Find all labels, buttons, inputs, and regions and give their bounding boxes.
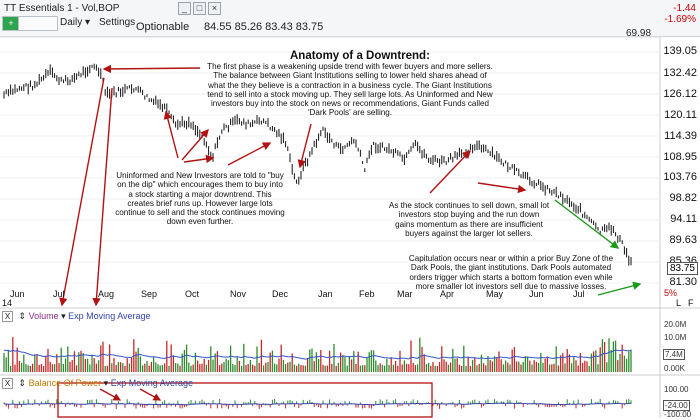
dropdown-icon[interactable]: ▾ <box>61 311 66 321</box>
month-label: Sep <box>141 289 158 299</box>
month-label: Dec <box>272 289 289 299</box>
dropdown-icon[interactable]: ▾ <box>103 378 109 388</box>
price-tick: 94.11 <box>670 213 697 225</box>
last-price: 69.98 <box>626 28 652 39</box>
volume-tick: 20.0M <box>664 320 687 329</box>
close-volume-icon[interactable]: X <box>2 311 13 322</box>
month-label: Feb <box>359 289 375 299</box>
annotation-continue: As the stock continues to sell down, sma… <box>388 201 550 238</box>
bop-ema-title[interactable]: Exp Moving Average <box>110 378 194 388</box>
volume-current-box: 7.4M <box>663 349 685 360</box>
drag-handle-icon[interactable]: ⇕ <box>18 311 27 321</box>
month-label: Jan <box>318 289 333 299</box>
window-title: TT Essentials 1 - Vol,BOP <box>4 3 120 14</box>
month-label: Jul <box>53 289 65 299</box>
current-price-box: 83.75 <box>666 262 698 275</box>
month-label: Jun <box>529 289 544 299</box>
annotation-arrows <box>59 64 527 307</box>
settings-button[interactable]: Settings <box>99 17 136 28</box>
bop-tick: -100.00 <box>664 410 692 419</box>
close-bop-icon[interactable]: X <box>2 378 13 389</box>
annotation-capitulation: Capitulation occurs near or within a pri… <box>408 254 614 291</box>
bop-ema-line <box>3 402 632 406</box>
price-tick: 126.12 <box>663 88 697 100</box>
volume-tick: 10.0M <box>664 333 687 342</box>
change-value: -1.44 <box>673 3 696 14</box>
volume-panel-header: X ⇕ Volume ▾ Exp Moving Average <box>0 311 300 323</box>
volume-title[interactable]: Volume <box>28 311 59 321</box>
quote-values: 84.55 85.26 83.43 83.75 <box>204 21 324 33</box>
drag-handle-icon[interactable]: ⇕ <box>18 378 27 388</box>
period-select[interactable]: Daily ▾ <box>60 17 91 28</box>
change-pct: -1.69% <box>664 14 696 25</box>
price-tick: 103.76 <box>663 171 697 183</box>
month-label: Oct <box>185 289 200 299</box>
ticker-label: Optionable <box>136 21 190 33</box>
volume-bars <box>3 337 632 372</box>
maximize-icon[interactable]: □ <box>193 2 206 15</box>
volume-ema-line <box>3 349 632 360</box>
bop-highlight-box <box>57 382 433 418</box>
bop-tick: 100.00 <box>664 385 689 394</box>
chart-title: Anatomy of a Downtrend: <box>290 50 430 62</box>
price-tick: 108.95 <box>663 151 697 163</box>
price-tick: 120.11 <box>664 109 697 121</box>
year-label: 14 <box>2 298 13 308</box>
price-tick: 81.30 <box>669 276 697 288</box>
capitulation-arrows <box>554 199 642 296</box>
annotation-phase1: The first phase is a weakening upside tr… <box>207 62 493 118</box>
month-label: Jun <box>10 289 25 299</box>
toolbar: TT Essentials 1 - Vol,BOP _ □ × + Daily … <box>0 0 700 39</box>
month-label: May <box>486 289 504 299</box>
symbol-input[interactable] <box>18 16 58 31</box>
month-label: Jul <box>573 289 585 299</box>
zoom-label: 5% <box>664 288 678 298</box>
zoom-f-button[interactable]: F <box>688 298 694 308</box>
price-tick: 139.05 <box>663 45 697 57</box>
volume-ema-title[interactable]: Exp Moving Average <box>68 311 151 321</box>
month-label: Aug <box>98 289 115 299</box>
quote-change: -1.44 -1.69% <box>644 3 696 25</box>
annotation-dip: Uninformed and New Investors are told to… <box>115 171 285 227</box>
price-tick: 98.82 <box>669 192 697 204</box>
price-tick: 89.63 <box>669 234 697 246</box>
price-tick: 114.39 <box>664 130 697 142</box>
price-tick: 132.42 <box>663 67 697 79</box>
volume-tick: 0.00K <box>664 364 685 373</box>
bop-title[interactable]: Balance Of Power <box>28 378 102 388</box>
bop-current-box: -24.00 <box>663 400 690 411</box>
add-icon[interactable]: + <box>2 16 20 31</box>
minimize-icon[interactable]: _ <box>178 2 191 15</box>
month-label: Apr <box>440 289 455 299</box>
zoom-l-button[interactable]: L <box>676 298 682 308</box>
month-label: Nov <box>230 289 247 299</box>
month-label: Mar <box>397 289 413 299</box>
close-icon[interactable]: × <box>208 2 221 15</box>
bop-panel-header: X ⇕ Balance Of Power ▾ Exp Moving Averag… <box>0 378 300 390</box>
